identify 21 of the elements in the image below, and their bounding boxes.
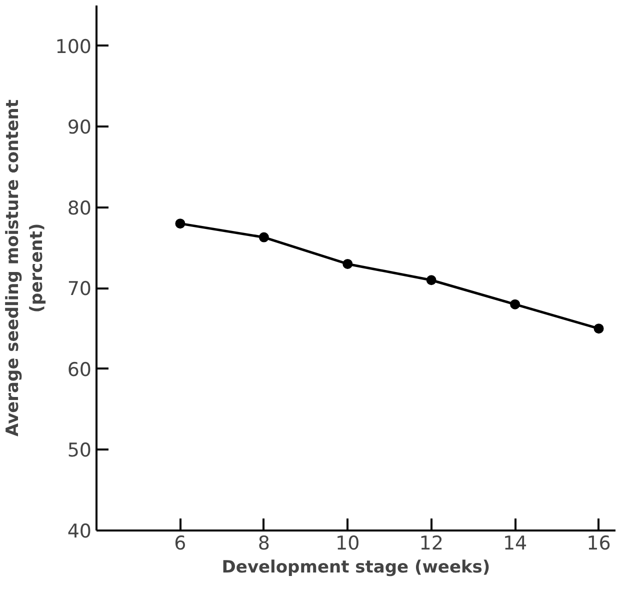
point — [258, 232, 269, 242]
y-tick-label: 50 — [67, 440, 92, 462]
x-tick-label: 10 — [336, 532, 360, 554]
y-tick-label: 70 — [67, 278, 92, 300]
point — [426, 275, 436, 286]
y-tick-label: 60 — [67, 358, 92, 381]
x-tick-label: 8 — [258, 532, 270, 554]
y-tick-label: 40 — [67, 520, 92, 542]
point — [594, 324, 604, 334]
x-tick-label: 12 — [419, 532, 444, 554]
x-tick-label: 16 — [586, 532, 611, 554]
y-tick-label: 100 — [55, 36, 92, 58]
y-tick-label: 90 — [67, 116, 92, 139]
x-tick-label: 6 — [174, 532, 186, 554]
y-tick-label: 80 — [67, 197, 92, 220]
point — [175, 218, 186, 229]
y-axis-title: Average seedling moisture content (percent) — [3, 100, 48, 436]
point — [510, 299, 520, 310]
x-axis-title: Development stage (weeks) — [222, 558, 490, 578]
point — [342, 258, 353, 269]
x-tick-label: 14 — [502, 532, 528, 554]
